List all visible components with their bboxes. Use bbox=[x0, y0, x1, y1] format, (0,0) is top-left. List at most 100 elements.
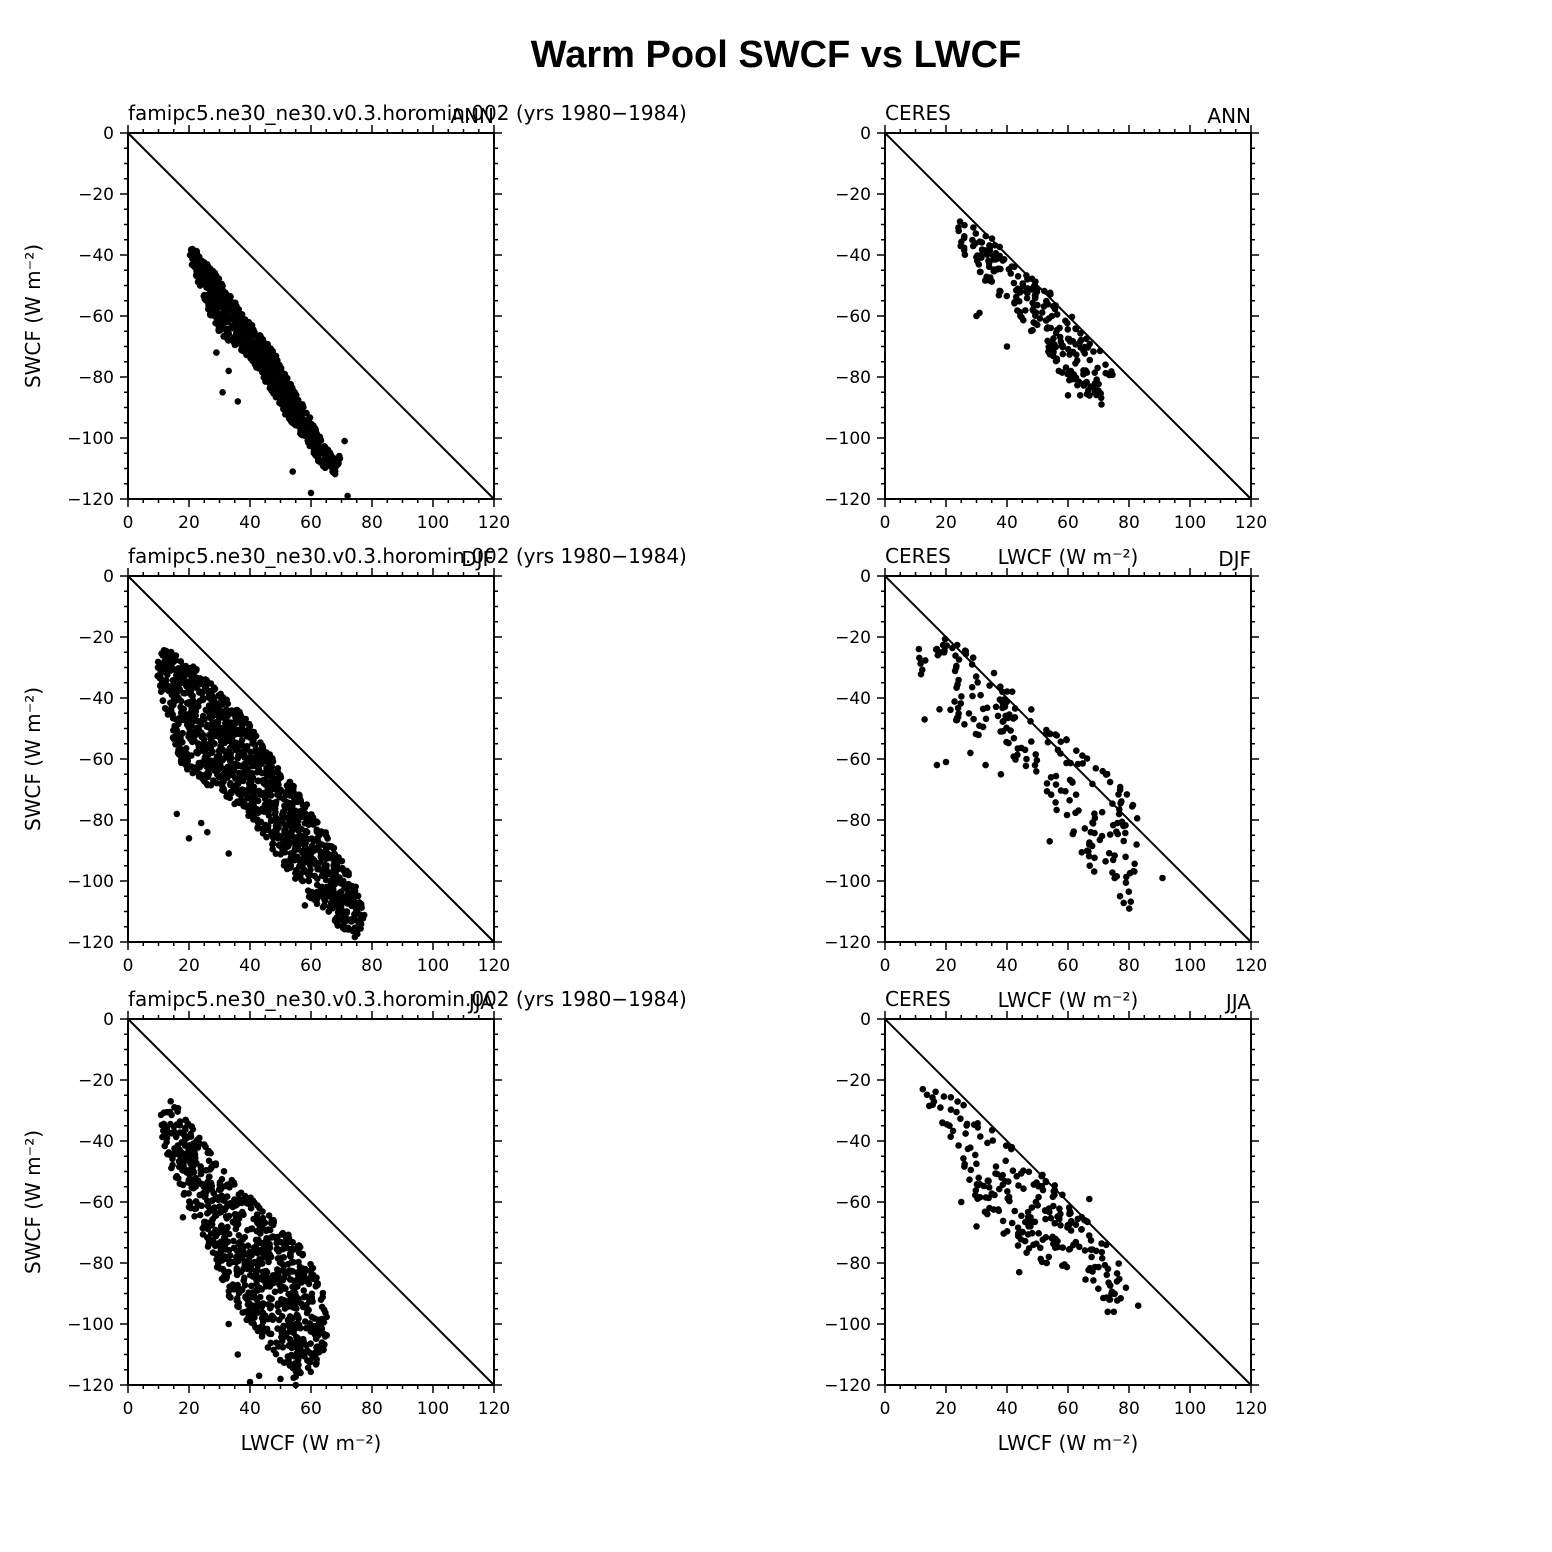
x-tick-label: 40 bbox=[996, 1399, 1018, 1419]
data-point bbox=[235, 1240, 242, 1248]
data-point bbox=[240, 747, 248, 755]
data-point bbox=[1102, 369, 1109, 377]
data-point bbox=[955, 224, 962, 231]
data-point bbox=[962, 1130, 969, 1137]
data-point bbox=[224, 326, 232, 334]
x-tick-label: 60 bbox=[300, 956, 322, 976]
data-point bbox=[274, 1325, 281, 1332]
data-point bbox=[203, 284, 210, 291]
data-point bbox=[219, 701, 226, 708]
data-point bbox=[338, 857, 346, 865]
data-point bbox=[269, 1272, 277, 1279]
data-point bbox=[268, 831, 275, 838]
data-point bbox=[1010, 734, 1018, 742]
data-point bbox=[289, 468, 297, 475]
data-point bbox=[1038, 309, 1046, 316]
data-point bbox=[217, 691, 225, 699]
data-point bbox=[282, 1270, 289, 1277]
data-point bbox=[202, 761, 209, 769]
data-point bbox=[276, 1267, 284, 1275]
data-point bbox=[299, 862, 306, 870]
data-point bbox=[1003, 343, 1011, 350]
data-point bbox=[338, 916, 345, 923]
data-point bbox=[1015, 1268, 1023, 1276]
data-point bbox=[223, 751, 231, 759]
data-point bbox=[1086, 862, 1093, 869]
data-point bbox=[1084, 1218, 1091, 1226]
data-point bbox=[1110, 1308, 1118, 1316]
data-point bbox=[317, 444, 324, 452]
x-tick-label: 100 bbox=[1174, 956, 1206, 976]
data-point bbox=[243, 733, 251, 740]
data-point bbox=[312, 892, 320, 900]
data-point bbox=[295, 405, 302, 412]
y-tick-label: 0 bbox=[860, 567, 871, 587]
data-point bbox=[1003, 738, 1010, 746]
data-point bbox=[267, 1295, 275, 1302]
data-point bbox=[284, 1303, 292, 1310]
data-point bbox=[204, 1178, 211, 1186]
data-point bbox=[240, 319, 248, 327]
data-point bbox=[234, 726, 241, 734]
data-point bbox=[258, 750, 265, 757]
x-tick-label: 100 bbox=[1174, 1399, 1206, 1419]
data-point bbox=[1019, 282, 1027, 290]
data-point bbox=[301, 832, 309, 839]
data-point bbox=[163, 1134, 171, 1142]
data-point bbox=[915, 645, 923, 653]
data-point bbox=[278, 401, 285, 408]
data-point bbox=[252, 1236, 260, 1244]
data-point bbox=[1066, 335, 1073, 343]
data-point bbox=[309, 1352, 316, 1360]
data-point bbox=[234, 755, 241, 762]
data-point bbox=[304, 1347, 312, 1355]
y-tick-label: −120 bbox=[67, 490, 114, 510]
data-point bbox=[955, 676, 962, 684]
data-point bbox=[1032, 1198, 1040, 1206]
data-point bbox=[169, 734, 177, 741]
data-point bbox=[265, 373, 272, 381]
data-point bbox=[166, 1108, 174, 1116]
data-point bbox=[207, 696, 215, 703]
data-point bbox=[227, 722, 235, 730]
x-tick-label: 120 bbox=[1235, 513, 1267, 533]
data-point bbox=[174, 1150, 181, 1158]
data-point bbox=[281, 1330, 289, 1338]
data-point bbox=[1030, 1241, 1037, 1249]
data-point bbox=[225, 1212, 233, 1220]
data-point bbox=[265, 1315, 272, 1323]
data-point bbox=[253, 1227, 261, 1235]
data-point bbox=[1005, 266, 1013, 273]
data-point bbox=[221, 1234, 228, 1241]
reference-line bbox=[884, 575, 1252, 943]
data-point bbox=[1033, 757, 1041, 764]
data-point bbox=[307, 894, 315, 902]
data-point bbox=[1117, 1295, 1124, 1302]
data-point bbox=[240, 727, 248, 734]
data-point bbox=[254, 1249, 261, 1257]
data-point bbox=[324, 850, 331, 857]
data-point bbox=[217, 1228, 224, 1236]
data-point bbox=[291, 1292, 299, 1300]
data-point bbox=[197, 1163, 204, 1170]
data-point bbox=[200, 258, 207, 266]
data-point bbox=[218, 1252, 225, 1260]
data-point bbox=[233, 706, 241, 714]
data-point bbox=[1088, 1253, 1095, 1261]
data-point bbox=[282, 827, 289, 835]
data-point bbox=[1098, 401, 1105, 408]
data-point bbox=[342, 897, 349, 904]
data-point bbox=[265, 1212, 273, 1219]
data-point bbox=[272, 850, 280, 857]
data-point bbox=[1113, 828, 1120, 835]
data-point bbox=[233, 1211, 240, 1219]
y-tick-label: −20 bbox=[78, 185, 114, 205]
data-point bbox=[960, 234, 968, 242]
data-point bbox=[1009, 1167, 1017, 1174]
data-point bbox=[1003, 1228, 1011, 1235]
data-point bbox=[1042, 317, 1050, 324]
data-point bbox=[295, 412, 302, 419]
data-point bbox=[225, 367, 232, 375]
data-point bbox=[284, 1353, 292, 1360]
data-point bbox=[1113, 1278, 1121, 1285]
